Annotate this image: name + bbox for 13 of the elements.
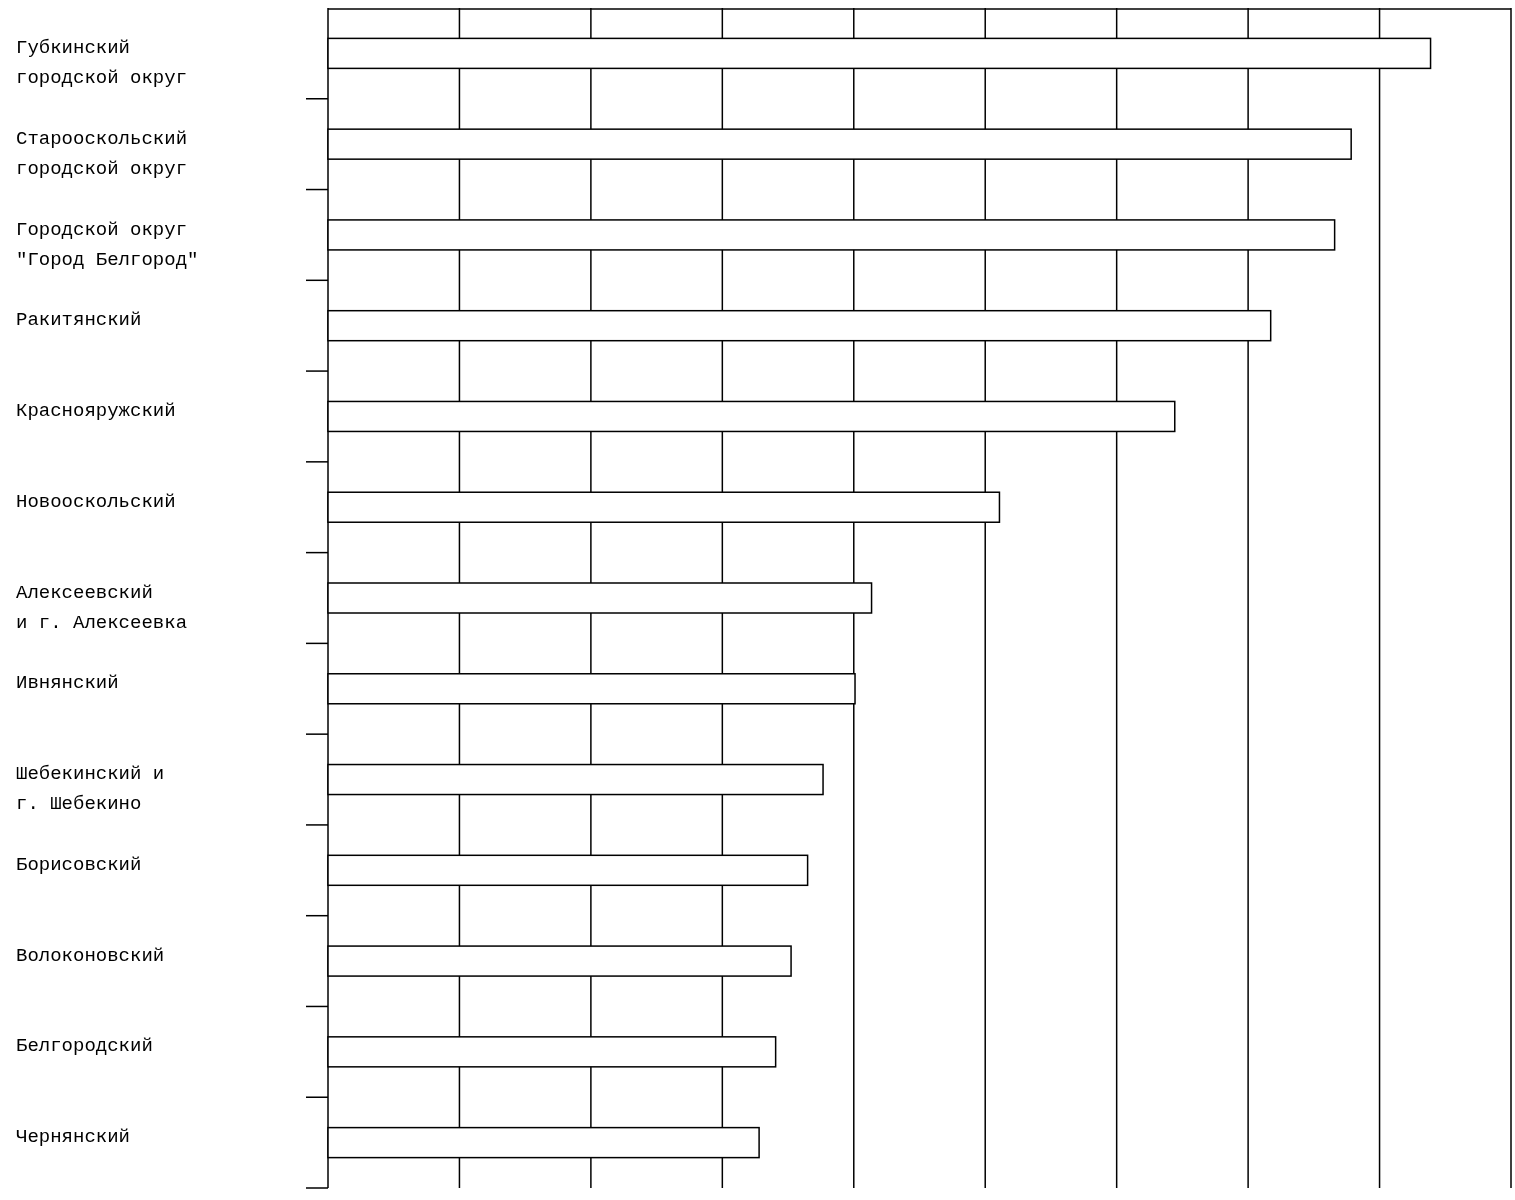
y-tick-label: Ракитянский [16,309,142,332]
y-tick-label: Чернянский [16,1126,131,1149]
y-tick-label: Старооскольский городской округ [16,127,188,180]
y-tick-label: Борисовский [16,853,142,876]
y-tick-label: Губкинский городской округ [16,37,188,89]
y-tick-label: Алексеевский и г. Алексеевка [16,581,188,634]
y-tick-label: Волоконовский [16,944,165,967]
y-tick-label: Шебекинский и г. Шебекино [16,763,165,816]
y-tick-label: Белгородский [16,1035,153,1058]
y-tick-label: Городской округ "Город Белгород" [16,218,199,271]
y-tick-label: Ивнянский [16,672,119,695]
y-tick-label: Новооскольский [16,490,176,513]
y-tick-label: Краснояружский [16,400,176,423]
